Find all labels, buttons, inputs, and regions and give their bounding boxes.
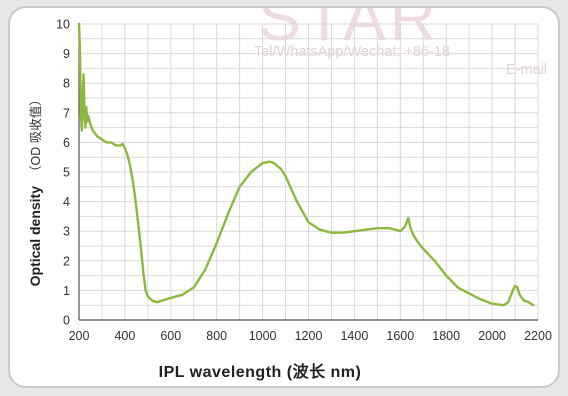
x-tick-labels: 200 400 600 800 1000 1200 1400 1600 1800 2000 2200 xyxy=(69,329,552,343)
x-tick-label: 2200 xyxy=(524,329,552,343)
axes xyxy=(78,24,538,321)
y-tick-label: 6 xyxy=(63,136,70,150)
x-tick-label: 1600 xyxy=(386,329,414,343)
watermark-brand: STAR xyxy=(258,8,440,54)
x-tick-label: 2000 xyxy=(478,329,506,343)
series-line xyxy=(77,22,535,307)
x-tick-label: 400 xyxy=(114,329,135,343)
watermark: STAR Tel/WhatsApp/Wechat: +86-18 E-mail xyxy=(254,8,547,78)
y-tick-label: 8 xyxy=(63,77,70,91)
y-axis-title-cn: （OD 吸收值） xyxy=(28,93,43,178)
watermark-email: E-mail xyxy=(506,62,547,78)
x-tick-label: 1400 xyxy=(340,329,368,343)
x-tick-label: 200 xyxy=(69,329,90,343)
x-tick-label: 1800 xyxy=(432,329,460,343)
y-tick-label: 4 xyxy=(63,195,70,209)
y-tick-label: 5 xyxy=(63,166,70,180)
series-group xyxy=(77,22,535,307)
x-tick-label: 1200 xyxy=(295,329,323,343)
y-axis-title-group: Optical density （OD 吸收值） xyxy=(27,93,43,286)
x-axis-title: IPL wavelength (波长 nm) xyxy=(159,362,362,381)
y-tick-label: 9 xyxy=(63,47,70,61)
x-tick-label: 800 xyxy=(206,329,227,343)
y-tick-label: 0 xyxy=(63,314,70,328)
optical-density-chart: STAR Tel/WhatsApp/Wechat: +86-18 E-mail … xyxy=(27,8,552,381)
y-axis-title: Optical density xyxy=(27,186,43,287)
y-tick-label: 7 xyxy=(63,106,70,120)
chart-panel: STAR Tel/WhatsApp/Wechat: +86-18 E-mail … xyxy=(8,6,560,388)
grid xyxy=(78,23,539,321)
y-tick-label: 10 xyxy=(56,18,70,32)
x-tick-label: 1000 xyxy=(249,329,277,343)
watermark-contact: Tel/WhatsApp/Wechat: +86-18 xyxy=(254,44,450,60)
y-tick-label: 3 xyxy=(63,225,70,239)
y-tick-labels: 0 1 2 3 4 5 6 7 8 9 10 xyxy=(56,18,70,328)
y-tick-label: 2 xyxy=(63,254,70,268)
y-tick-label: 1 xyxy=(63,284,70,298)
x-tick-label: 600 xyxy=(160,329,181,343)
